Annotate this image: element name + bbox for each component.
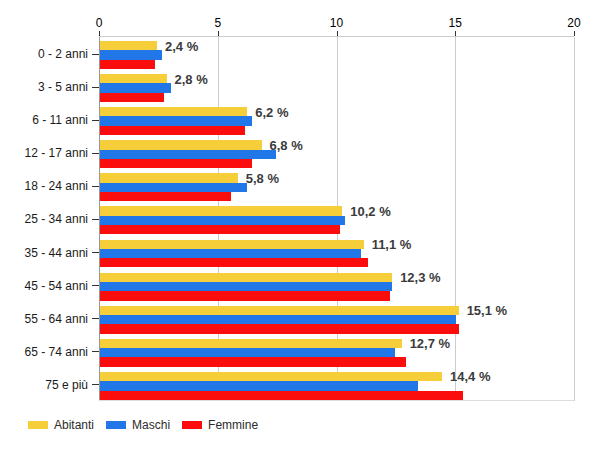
bar-femmine: [100, 93, 164, 102]
plot-bottom-border: [99, 400, 574, 401]
category-label: 35 - 44 anni: [0, 246, 88, 260]
category-label: 45 - 54 anni: [0, 279, 88, 293]
category-tickmark: [92, 54, 99, 55]
bar-femmine: [100, 159, 252, 168]
category-label: 18 - 24 anni: [0, 179, 88, 193]
bar-maschi: [100, 150, 276, 159]
category-tickmark: [92, 285, 99, 286]
bar-abitanti: [100, 240, 364, 249]
bar-abitanti: [100, 372, 442, 381]
bar-abitanti: [100, 41, 157, 50]
bar-maschi: [100, 348, 395, 357]
x-axis-tickmark-0: [99, 31, 100, 36]
legend-label-abitanti: Abitanti: [54, 418, 94, 432]
category-label: 25 - 34 anni: [0, 212, 88, 226]
category-label: 6 - 11 anni: [0, 113, 88, 127]
bar-maschi: [100, 381, 418, 390]
bar-femmine: [100, 258, 368, 267]
gridline-20: [574, 37, 575, 401]
value-label: 12,7 %: [410, 338, 450, 350]
bar-femmine: [100, 225, 340, 234]
value-label: 2,4 %: [165, 41, 198, 53]
category-label: 65 - 74 anni: [0, 345, 88, 359]
value-label: 6,2 %: [255, 107, 288, 119]
category-tickmark: [92, 351, 99, 352]
x-axis-tick-label-0: 0: [96, 16, 103, 30]
bar-maschi: [100, 83, 171, 92]
category-tickmark: [92, 87, 99, 88]
bar-femmine: [100, 192, 231, 201]
category-tickmark: [92, 186, 99, 187]
bar-femmine: [100, 391, 463, 400]
bar-abitanti: [100, 206, 342, 215]
bar-femmine: [100, 357, 406, 366]
value-label: 2,8 %: [175, 74, 208, 86]
value-label: 6,8 %: [270, 140, 303, 152]
bar-femmine: [100, 324, 459, 333]
legend-item-abitanti: Abitanti: [28, 418, 94, 432]
bar-abitanti: [100, 74, 167, 83]
bar-femmine: [100, 126, 245, 135]
category-tickmark: [92, 153, 99, 154]
category-tickmark: [92, 318, 99, 319]
bar-maschi: [100, 50, 162, 59]
x-axis-tickmark-15: [455, 31, 456, 36]
x-axis-tickmark-5: [218, 31, 219, 36]
legend: Abitanti Maschi Femmine: [28, 418, 270, 432]
bar-maschi: [100, 249, 361, 258]
plot-area: [99, 36, 574, 401]
bar-abitanti: [100, 339, 402, 348]
bar-abitanti: [100, 273, 392, 282]
legend-swatch-abitanti: [28, 421, 48, 429]
bar-femmine: [100, 60, 155, 69]
age-distribution-bar-chart: 0 5 10 15 20 0 - 2 anni 2,4 % 3 - 5 anni 2,8 % 6…: [0, 0, 600, 450]
category-tickmark: [92, 384, 99, 385]
value-label: 14,4 %: [450, 371, 490, 383]
category-tickmark: [92, 120, 99, 121]
bar-abitanti: [100, 173, 238, 182]
bar-maschi: [100, 315, 456, 324]
bar-abitanti: [100, 306, 459, 315]
value-label: 10,2 %: [350, 206, 390, 218]
category-label: 0 - 2 anni: [0, 47, 88, 61]
x-axis-tickmark-20: [574, 31, 575, 36]
category-tickmark: [92, 252, 99, 253]
value-label: 15,1 %: [467, 305, 507, 317]
legend-item-maschi: Maschi: [106, 418, 170, 432]
category-label: 55 - 64 anni: [0, 312, 88, 326]
category-label: 3 - 5 anni: [0, 80, 88, 94]
category-label: 75 e più: [0, 378, 88, 392]
x-axis-tickmark-10: [337, 31, 338, 36]
bar-maschi: [100, 216, 345, 225]
legend-label-femmine: Femmine: [208, 418, 258, 432]
bar-abitanti: [100, 140, 262, 149]
bar-abitanti: [100, 107, 247, 116]
x-axis-tick-label-20: 20: [567, 16, 580, 30]
bar-maschi: [100, 116, 252, 125]
category-label: 12 - 17 anni: [0, 146, 88, 160]
legend-swatch-maschi: [106, 421, 126, 429]
value-label: 11,1 %: [372, 239, 412, 251]
gridline-15: [455, 37, 456, 401]
category-tickmark: [92, 219, 99, 220]
x-axis-tick-label-10: 10: [330, 16, 343, 30]
bar-femmine: [100, 291, 390, 300]
value-label: 5,8 %: [246, 173, 279, 185]
legend-item-femmine: Femmine: [182, 418, 258, 432]
value-label: 12,3 %: [400, 272, 440, 284]
legend-swatch-femmine: [182, 421, 202, 429]
bar-maschi: [100, 282, 392, 291]
bar-maschi: [100, 183, 247, 192]
x-axis-tick-label-5: 5: [214, 16, 221, 30]
x-axis-tick-label-15: 15: [449, 16, 462, 30]
legend-label-maschi: Maschi: [132, 418, 170, 432]
